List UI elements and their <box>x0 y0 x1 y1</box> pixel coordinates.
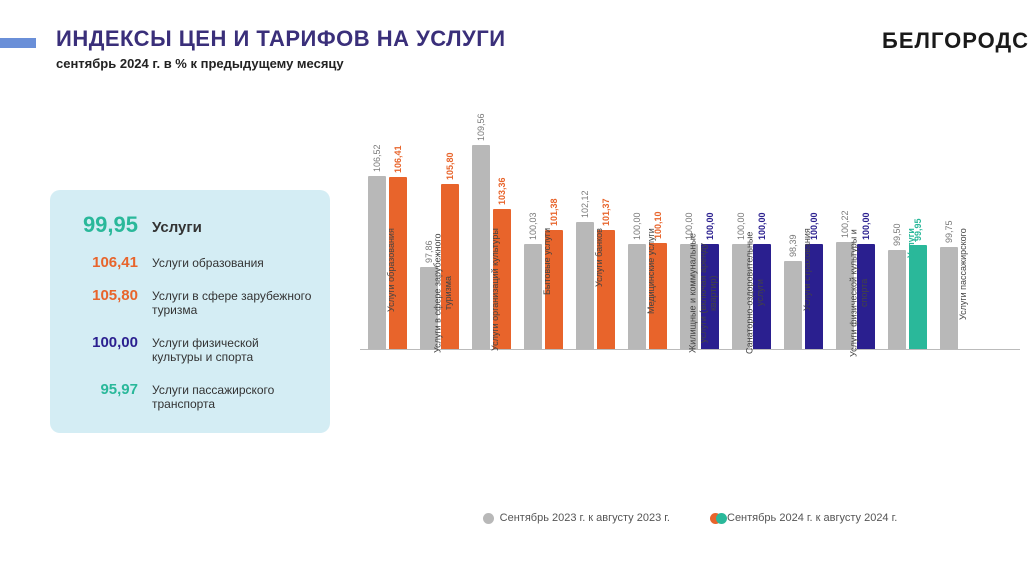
accent-bar <box>0 38 36 48</box>
callout-label: Услуги в сфере зарубежного туризма <box>152 289 312 318</box>
bar-label: 101,37 <box>601 199 611 227</box>
legend-item: Сентябрь 2023 г. к августу 2023 г. <box>483 512 670 524</box>
x-axis-label: Услуги пассажирского <box>940 228 986 358</box>
chart-legend: Сентябрь 2023 г. к августу 2023 г. Сентяб… <box>360 512 1020 524</box>
x-axis-label: Бытовые услуги <box>524 228 570 358</box>
callout-value: 99,95 <box>68 212 138 238</box>
page-subtitle: сентябрь 2024 г. в % к предыдущему месяц… <box>56 56 506 71</box>
region-label: БЕЛГОРОДС <box>882 28 1029 54</box>
legend-swatch <box>483 513 494 524</box>
callout-label: Услуги образования <box>152 256 312 270</box>
legend-swatch <box>710 513 721 524</box>
x-axis-label: Услуги банков <box>576 228 622 358</box>
callout-value: 106,41 <box>68 254 138 271</box>
bar-label: 106,41 <box>393 146 403 174</box>
callout-label: Услуги физической культуры и спорта <box>152 336 312 365</box>
bar-label: 105,80 <box>445 152 455 180</box>
callout-row: 106,41 Услуги образования <box>68 254 312 271</box>
legend-item: Сентябрь 2024 г. к августу 2024 г. <box>710 512 897 524</box>
callout-value: 100,00 <box>68 334 138 351</box>
callout-value: 105,80 <box>68 287 138 304</box>
bar-chart: 106,52106,4197,86105,80109,56103,36100,0… <box>360 120 1020 530</box>
x-axis-label: Услуги образования <box>368 228 414 358</box>
callout-value: 95,97 <box>68 381 138 398</box>
callout-row: 99,95 Услуги <box>68 212 312 238</box>
x-axis-label: Услуги <box>888 228 934 358</box>
x-axis-label: Услуги физической культуры и спорта <box>836 228 882 358</box>
bar-label: 109,56 <box>476 113 486 141</box>
callout-label: Услуги пассажирского транспорта <box>152 383 312 412</box>
callout-row: 100,00 Услуги физической культуры и спорт… <box>68 334 312 365</box>
chart-xlabels: Услуги образованияУслуги в сфере зарубеж… <box>360 350 1020 490</box>
callout-label: Услуги <box>152 219 312 237</box>
legend-label: Сентябрь 2023 г. к августу 2023 г. <box>500 512 670 524</box>
x-axis-label: Жилищные и коммунальные услуги (включая … <box>680 228 726 358</box>
x-axis-label: Услуги организаций культуры <box>472 228 518 358</box>
x-axis-label: Медицинские услуги <box>628 228 674 358</box>
bar-label: 103,36 <box>497 178 507 206</box>
bar-label: 106,52 <box>372 145 382 173</box>
bar-label: 101,38 <box>549 199 559 227</box>
x-axis-label: Услуги в сфере зарубежного туризма <box>420 228 466 358</box>
bar-label: 102,12 <box>580 191 590 219</box>
legend-label: Сентябрь 2024 г. к августу 2024 г. <box>727 512 897 524</box>
callout-box: 99,95 Услуги 106,41 Услуги образования 105,8… <box>50 190 330 433</box>
page-title: ИНДЕКСЫ ЦЕН И ТАРИФОВ НА УСЛУГИ <box>56 26 506 52</box>
x-axis-label: Услуги страхования <box>784 228 830 358</box>
x-axis-label: Санаторно-оздоровительные услуги <box>732 228 778 358</box>
header: ИНДЕКСЫ ЦЕН И ТАРИФОВ НА УСЛУГИ сентябрь… <box>56 26 506 71</box>
callout-row: 95,97 Услуги пассажирского транспорта <box>68 381 312 412</box>
callout-row: 105,80 Услуги в сфере зарубежного туризма <box>68 287 312 318</box>
